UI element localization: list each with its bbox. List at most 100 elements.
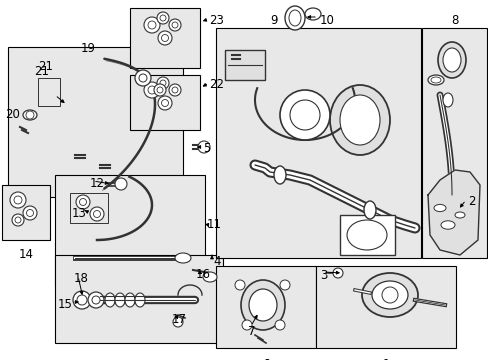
Circle shape bbox=[172, 87, 178, 93]
Circle shape bbox=[289, 100, 319, 130]
Text: 14: 14 bbox=[19, 248, 34, 261]
Ellipse shape bbox=[430, 77, 440, 83]
Text: 12: 12 bbox=[90, 177, 105, 190]
Bar bbox=[70, 193, 108, 223]
Circle shape bbox=[154, 84, 165, 96]
Ellipse shape bbox=[442, 48, 460, 72]
Ellipse shape bbox=[285, 6, 305, 30]
Circle shape bbox=[235, 280, 244, 290]
Circle shape bbox=[139, 74, 147, 82]
Circle shape bbox=[280, 90, 329, 140]
Circle shape bbox=[161, 35, 168, 41]
Ellipse shape bbox=[427, 75, 443, 85]
Text: 9: 9 bbox=[269, 14, 277, 27]
Bar bbox=[55, 175, 204, 285]
Circle shape bbox=[15, 217, 21, 223]
Ellipse shape bbox=[329, 85, 389, 155]
Ellipse shape bbox=[115, 293, 125, 307]
Ellipse shape bbox=[135, 293, 145, 307]
Text: 1: 1 bbox=[382, 358, 389, 360]
Circle shape bbox=[23, 206, 37, 220]
Circle shape bbox=[160, 15, 165, 21]
Text: 21: 21 bbox=[38, 60, 53, 73]
Circle shape bbox=[93, 211, 101, 217]
Circle shape bbox=[115, 178, 127, 190]
Circle shape bbox=[90, 207, 104, 221]
Circle shape bbox=[80, 198, 86, 206]
Ellipse shape bbox=[305, 8, 320, 20]
Text: 17: 17 bbox=[172, 313, 186, 326]
Bar bbox=[55, 255, 223, 343]
Circle shape bbox=[92, 296, 100, 304]
Text: 22: 22 bbox=[208, 78, 224, 91]
Ellipse shape bbox=[288, 10, 301, 26]
Text: 6: 6 bbox=[262, 358, 269, 360]
Text: 21: 21 bbox=[34, 65, 49, 78]
Bar bbox=[224, 50, 264, 80]
Circle shape bbox=[14, 196, 22, 204]
Text: 23: 23 bbox=[208, 14, 224, 27]
Circle shape bbox=[172, 22, 178, 28]
Bar bbox=[421, 28, 486, 258]
Circle shape bbox=[77, 295, 87, 305]
Circle shape bbox=[26, 111, 34, 119]
Text: 4: 4 bbox=[213, 255, 220, 268]
Circle shape bbox=[148, 86, 156, 94]
Polygon shape bbox=[427, 170, 479, 255]
Bar bbox=[38, 78, 60, 106]
Ellipse shape bbox=[442, 93, 452, 107]
Text: 11: 11 bbox=[206, 218, 222, 231]
Text: 15: 15 bbox=[58, 298, 73, 311]
Circle shape bbox=[242, 320, 251, 330]
Circle shape bbox=[73, 291, 91, 309]
Ellipse shape bbox=[440, 221, 454, 229]
Bar bbox=[216, 266, 315, 348]
Circle shape bbox=[173, 317, 183, 327]
Circle shape bbox=[10, 192, 26, 208]
Ellipse shape bbox=[125, 293, 135, 307]
Bar bbox=[130, 75, 200, 130]
Text: 5: 5 bbox=[203, 142, 210, 155]
Circle shape bbox=[143, 17, 160, 33]
Text: 16: 16 bbox=[196, 268, 210, 281]
Ellipse shape bbox=[363, 201, 375, 219]
Circle shape bbox=[158, 96, 172, 110]
Text: 19: 19 bbox=[81, 42, 95, 55]
Ellipse shape bbox=[339, 95, 379, 145]
Text: 18: 18 bbox=[74, 272, 89, 285]
Ellipse shape bbox=[203, 272, 217, 282]
Circle shape bbox=[158, 31, 172, 45]
Text: 20: 20 bbox=[5, 108, 20, 121]
Circle shape bbox=[12, 214, 24, 226]
Circle shape bbox=[157, 87, 163, 93]
Ellipse shape bbox=[273, 166, 285, 184]
Circle shape bbox=[76, 195, 90, 209]
Circle shape bbox=[169, 84, 181, 96]
Ellipse shape bbox=[105, 293, 115, 307]
Circle shape bbox=[161, 99, 168, 107]
Circle shape bbox=[332, 268, 342, 278]
Circle shape bbox=[160, 80, 165, 86]
Ellipse shape bbox=[23, 110, 37, 120]
Circle shape bbox=[280, 280, 289, 290]
Bar bbox=[2, 185, 50, 240]
Circle shape bbox=[274, 320, 285, 330]
Ellipse shape bbox=[361, 273, 417, 317]
Bar bbox=[8, 47, 183, 197]
Circle shape bbox=[381, 287, 397, 303]
Text: 7: 7 bbox=[247, 325, 255, 338]
Ellipse shape bbox=[175, 253, 191, 263]
Text: 10: 10 bbox=[319, 14, 334, 27]
Bar bbox=[315, 266, 455, 348]
Circle shape bbox=[135, 70, 151, 86]
Ellipse shape bbox=[454, 212, 464, 218]
Text: 2: 2 bbox=[467, 195, 474, 208]
Circle shape bbox=[88, 292, 104, 308]
Text: 13: 13 bbox=[72, 207, 87, 220]
Ellipse shape bbox=[248, 289, 276, 321]
Ellipse shape bbox=[437, 42, 465, 78]
Circle shape bbox=[157, 77, 169, 89]
Text: 3: 3 bbox=[319, 269, 326, 282]
Ellipse shape bbox=[241, 280, 285, 330]
Circle shape bbox=[26, 210, 34, 216]
